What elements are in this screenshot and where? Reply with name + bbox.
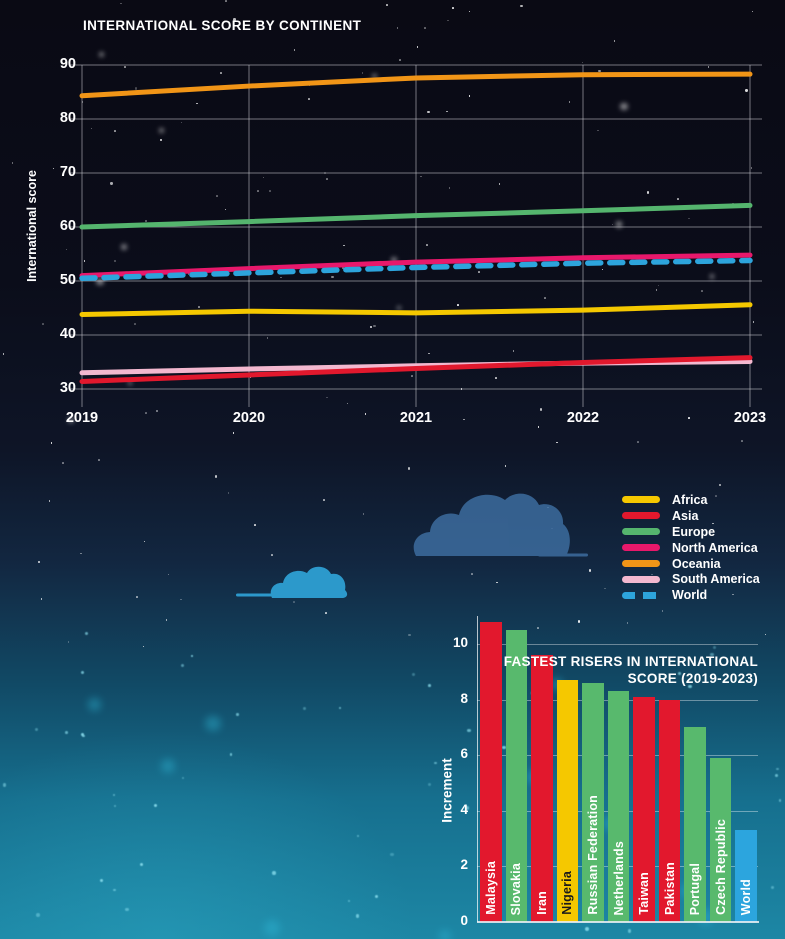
x-tick-label: 2022 [566, 410, 600, 426]
bar-iran: Iran [531, 655, 553, 922]
legend-item-asia: Asia [622, 508, 760, 524]
world-dashed-swatch-icon [622, 591, 660, 599]
legend-label: Europe [672, 524, 716, 539]
y-tick-label: 4 [460, 802, 468, 817]
x-tick-label: 2021 [399, 410, 433, 426]
bar-label: Czech Republic [713, 819, 728, 915]
oceania-swatch-icon [622, 560, 660, 567]
bar-portugal: Portugal [684, 727, 706, 922]
y-tick-label: 90 [59, 56, 76, 72]
y-tick-label: 40 [59, 326, 76, 342]
bar-malaysia: Malaysia [480, 621, 502, 922]
bar-nigeria: Nigeria [556, 680, 579, 922]
y-tick-label: 0 [460, 913, 468, 928]
legend-label: World [672, 588, 708, 603]
line-oceania [79, 71, 753, 99]
bar-label: Slovakia [509, 862, 524, 915]
line-world [79, 257, 753, 282]
legend-label: Oceania [672, 556, 721, 571]
line-europe [79, 202, 753, 230]
bar-taiwan: Taiwan [633, 696, 655, 922]
line-chart-x-tick-labels: 2019 2020 2021 2022 2023 [0, 0, 785, 440]
bar-label: Russian Federation [585, 795, 600, 915]
gridline [477, 644, 758, 645]
x-tick-label: 2023 [733, 410, 767, 426]
bar-chart-baseline [477, 921, 759, 923]
y-tick-label: 70 [59, 164, 76, 180]
bar-label: Portugal [688, 862, 703, 915]
north-america-swatch-icon [622, 544, 660, 552]
x-tick-label: 2020 [232, 410, 266, 426]
bar-netherlands: Netherlands [607, 691, 630, 922]
y-tick-label: 80 [59, 110, 76, 126]
line-chart-plot [70, 64, 762, 407]
y-tick-label: 8 [460, 691, 468, 706]
bar-pakistan: Pakistan [658, 699, 681, 922]
africa-swatch-icon [622, 496, 660, 504]
legend: Africa Asia Europe North America Oceania… [622, 492, 760, 603]
line-north-america [79, 252, 753, 279]
bar-slovakia: Slovakia [505, 630, 528, 922]
bar-label: Taiwan [637, 872, 652, 915]
bar-chart-y-tick-labels: 10 8 6 4 2 0 [428, 0, 468, 939]
bar-label: Nigeria [560, 871, 575, 915]
legend-item-africa: Africa [622, 492, 760, 508]
bar-czech-republic: Czech Republic [709, 757, 732, 922]
legend-item-europe: Europe [622, 524, 760, 540]
y-tick-label: 30 [59, 380, 76, 396]
legend-item-south-america: South America [622, 571, 760, 587]
bar-world: World [735, 830, 758, 922]
europe-swatch-icon [622, 528, 660, 536]
y-tick-label: 2 [460, 857, 468, 872]
asia-swatch-icon [622, 512, 660, 520]
bar-label: World [739, 878, 754, 915]
legend-label: North America [672, 540, 758, 555]
y-tick-label: 50 [59, 272, 76, 288]
legend-label: Africa [672, 492, 708, 507]
legend-label: South America [672, 572, 760, 587]
bar-chart-y-axis-line [477, 616, 478, 922]
legend-item-north-america: North America [622, 540, 760, 556]
bar-chart-bars: Malaysia Slovakia Iran Nigeria Russian F… [480, 612, 758, 922]
bar-label: Iran [534, 891, 549, 915]
line-africa [79, 302, 753, 317]
x-tick-label: 2019 [65, 410, 99, 426]
line-asia [79, 355, 753, 384]
y-tick-label: 60 [59, 218, 76, 234]
legend-item-oceania: Oceania [622, 556, 760, 572]
bar-chart-title-line1: FASTEST RISERS IN INTERNATIONAL [503, 654, 758, 669]
bar-chart-title: FASTEST RISERS IN INTERNATIONAL SCORE (2… [504, 653, 758, 687]
line-chart-y-tick-labels: 90 80 70 60 50 40 30 [28, 0, 76, 430]
y-tick-label: 10 [452, 635, 468, 650]
legend-label: Asia [672, 508, 699, 523]
y-tick-label: 6 [460, 746, 468, 761]
bar-russian-federation: Russian Federation [582, 682, 604, 922]
legend-item-world: World [622, 587, 760, 603]
south-america-swatch-icon [622, 575, 660, 583]
line-chart-title: INTERNATIONAL SCORE BY CONTINENT [83, 18, 362, 33]
bar-label: Malaysia [483, 861, 498, 915]
bar-label: Pakistan [662, 861, 677, 915]
bar-label: Netherlands [611, 840, 626, 915]
bar-chart-title-line2: SCORE (2019-2023) [627, 671, 758, 686]
